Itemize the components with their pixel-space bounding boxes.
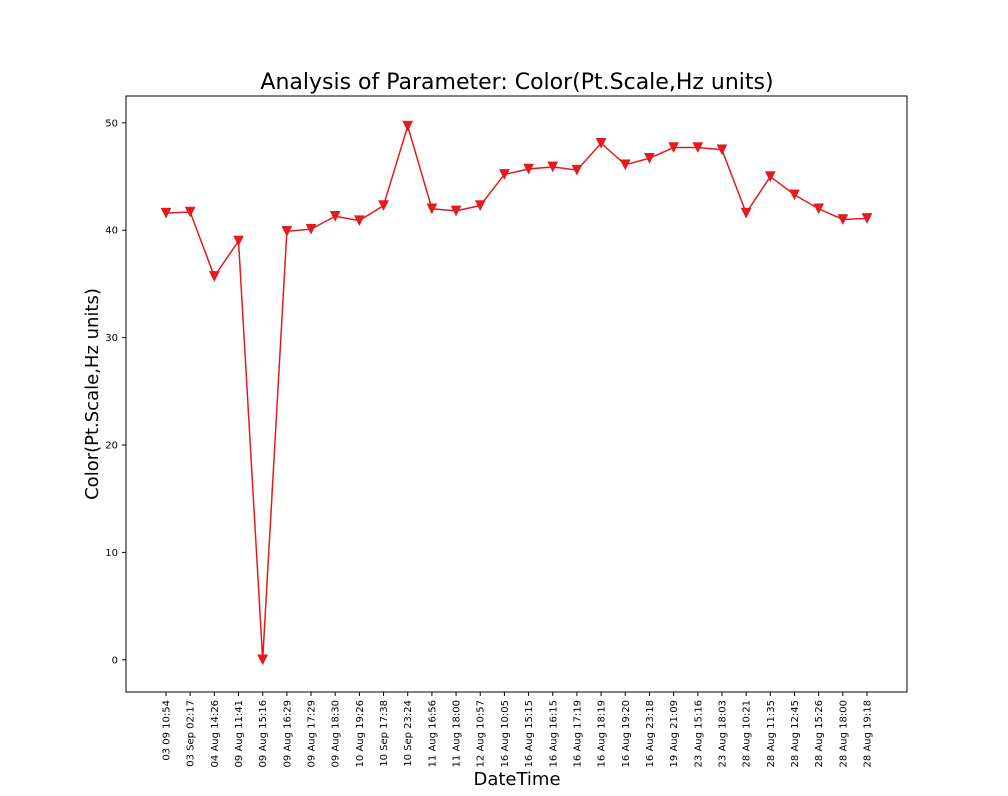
data-point	[668, 142, 680, 154]
y-tick-label: 50	[105, 118, 118, 129]
x-tick-label: 16 Aug 15:15	[524, 700, 535, 767]
y-axis-title: Color(Pt.Scale,Hz units)	[82, 288, 103, 500]
data-point	[450, 205, 462, 217]
x-tick-label: 10 Sep 23:24	[403, 700, 414, 767]
data-point	[353, 215, 365, 227]
data-point	[426, 203, 438, 215]
plot-frame	[125, 95, 908, 693]
data-point	[644, 153, 655, 164]
data-point	[547, 161, 559, 173]
x-tick-label: 09 Aug 17:29	[307, 700, 318, 767]
data-point	[571, 164, 583, 176]
x-tick-label: 11 Aug 18:00	[452, 700, 463, 767]
series-line	[165, 123, 868, 660]
x-tick-label: 28 Aug 11:35	[766, 700, 777, 767]
x-axis-title: DateTime	[473, 769, 560, 790]
x-tick-label: 16 Aug 10:05	[500, 700, 511, 767]
x-tick-label: 28 Aug 12:45	[790, 700, 801, 767]
x-tick-label: 04 Aug 14:26	[210, 700, 221, 767]
x-tick-label: 19 Aug 21:09	[669, 700, 680, 767]
data-point	[692, 142, 704, 154]
x-tick-label: 10 Sep 17:38	[379, 700, 390, 767]
x-tick-label: 09 Aug 18:30	[331, 700, 342, 767]
x-tick-label: 16 Aug 18:19	[597, 700, 608, 767]
data-point	[378, 200, 389, 212]
data-point	[474, 200, 486, 212]
chart-title: Analysis of Parameter: Color(Pt.Scale,Hz…	[260, 70, 773, 95]
data-point	[716, 144, 728, 156]
x-tick-label: 28 Aug 10:21	[742, 700, 753, 767]
x-tick-label: 09 Aug 15:16	[258, 700, 269, 767]
data-point	[305, 223, 317, 235]
y-tick-label: 20	[105, 441, 118, 452]
data-point	[329, 211, 341, 222]
y-tick-label: 10	[105, 548, 118, 559]
x-tick-label: 16 Aug 23:18	[645, 700, 656, 767]
data-point	[523, 163, 534, 175]
data-point	[160, 207, 172, 219]
data-point	[740, 207, 752, 219]
data-point	[281, 226, 293, 237]
data-point	[764, 171, 776, 183]
x-tick-label: 12 Aug 10:57	[476, 700, 487, 767]
data-point	[861, 213, 873, 224]
data-point	[595, 138, 607, 149]
x-tick-label: 09 Aug 16:29	[282, 700, 293, 767]
data-point	[233, 235, 244, 247]
data-point	[208, 271, 220, 282]
x-tick-label: 28 Aug 15:26	[814, 700, 825, 767]
data-point	[184, 206, 196, 218]
x-tick-label: 03 09 10:54	[162, 700, 173, 761]
x-tick-label: 10 Aug 19:26	[355, 700, 366, 767]
data-point	[837, 214, 849, 226]
x-tick-label: 16 Aug 19:20	[621, 700, 632, 767]
x-tick-label: 11 Aug 16:56	[427, 700, 438, 767]
y-tick-label: 30	[105, 333, 118, 344]
data-point	[257, 654, 269, 666]
x-tick-label: 16 Aug 17:19	[572, 700, 583, 767]
x-tick-label: 23 Aug 18:03	[717, 700, 728, 767]
y-tick-label: 0	[112, 655, 118, 666]
x-tick-label: 28 Aug 19:18	[863, 700, 874, 767]
data-point	[813, 203, 825, 215]
plot-area: 0 10 20 30 40 50 03 09 10:54 03 Sep 02:17 04 Aug…	[105, 95, 908, 767]
y-tick-label: 40	[105, 226, 118, 237]
x-tick-label: 23 Aug 15:16	[693, 700, 704, 767]
data-point	[402, 120, 414, 132]
x-tick-label: 09 Aug 11:41	[234, 700, 245, 767]
data-point	[789, 189, 800, 201]
x-tick-label: 16 Aug 16:15	[548, 700, 559, 767]
data-point	[499, 169, 510, 180]
data-point	[619, 159, 631, 171]
x-tick-label: 03 Sep 02:17	[186, 700, 197, 767]
x-tick-label: 28 Aug 18:00	[838, 700, 849, 767]
